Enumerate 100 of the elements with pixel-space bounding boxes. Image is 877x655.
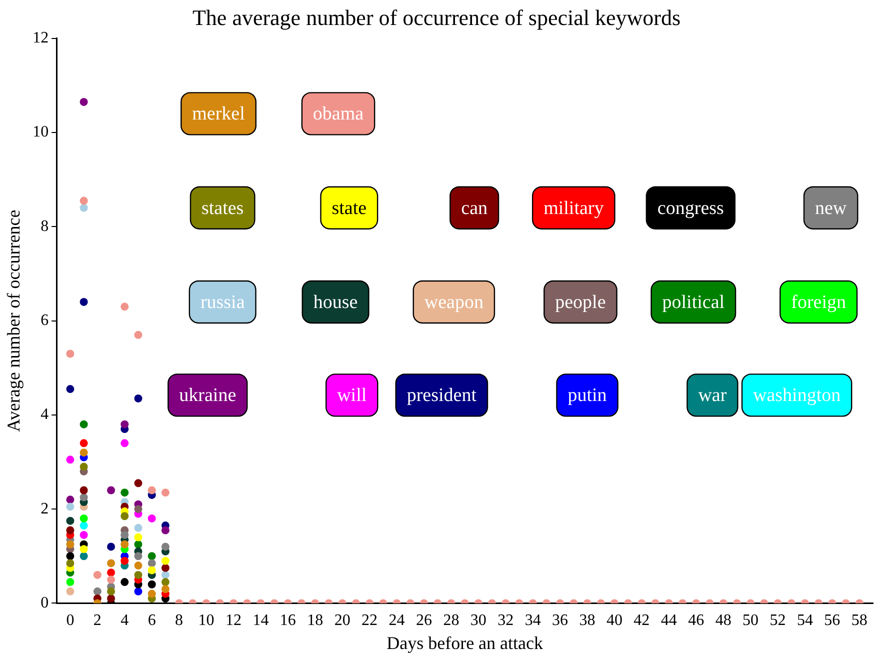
text: military: [544, 198, 604, 219]
point: [107, 559, 116, 568]
y-tick-label: 10: [32, 124, 49, 141]
x-tick-label: 56: [824, 612, 840, 630]
point: [148, 552, 156, 560]
point: [80, 448, 88, 457]
point: [66, 552, 74, 560]
text: people: [555, 292, 606, 313]
x-tick-label: 30: [470, 612, 486, 630]
point: [66, 559, 74, 568]
x-tick-label: 12: [225, 612, 242, 630]
point: [80, 486, 88, 494]
point: [134, 330, 142, 339]
point: [120, 302, 129, 311]
point: [80, 530, 88, 539]
x-tick-label: 20: [334, 612, 350, 630]
point: [66, 578, 74, 586]
y-tick-label: 8: [40, 218, 49, 235]
text: russia: [200, 292, 246, 313]
point: [80, 545, 88, 554]
point: [161, 488, 170, 497]
text: washington: [753, 385, 842, 406]
x-tick-label: 38: [579, 612, 596, 630]
point: [107, 568, 116, 577]
point: [120, 530, 129, 539]
text: can: [461, 198, 488, 219]
point: [134, 562, 142, 570]
x-tick-label: 42: [634, 612, 650, 630]
x-tick-label: 14: [252, 612, 269, 630]
x-tick-label: 2: [93, 612, 102, 630]
x-tick-label: 8: [175, 612, 184, 630]
x-tick-label: 10: [198, 612, 214, 630]
point: [161, 570, 170, 579]
point: [66, 587, 74, 596]
point: [66, 526, 74, 534]
x-tick-label: 32: [498, 612, 514, 630]
point: [120, 439, 129, 448]
x-tick-label: 16: [280, 612, 296, 630]
point: [107, 542, 116, 551]
text: political: [662, 292, 725, 313]
point: [148, 580, 156, 588]
point: [134, 587, 142, 596]
y-tick-label: 12: [32, 30, 49, 47]
point: [120, 556, 129, 565]
text: ukraine: [179, 385, 236, 406]
point: [80, 552, 88, 560]
point: [134, 505, 142, 514]
point: [93, 587, 102, 596]
point: [66, 350, 74, 358]
text: will: [337, 385, 367, 406]
y-axis-title: Average number of occurrence: [4, 210, 24, 432]
point: [120, 488, 129, 497]
point: [161, 542, 170, 551]
point: [80, 204, 88, 212]
point: [120, 578, 129, 586]
point: [120, 512, 129, 520]
point: [80, 522, 88, 530]
x-tick-label: 40: [606, 612, 622, 630]
x-tick-label: 0: [66, 612, 74, 630]
point: [134, 533, 142, 542]
text: congress: [657, 198, 724, 219]
point: [66, 385, 74, 394]
text: president: [406, 385, 478, 406]
x-tick-label: 26: [416, 612, 432, 630]
text: weapon: [424, 292, 484, 313]
point: [80, 420, 88, 428]
y-tick-label: 2: [40, 500, 49, 518]
x-tick-label: 58: [851, 612, 868, 630]
point: [66, 516, 74, 525]
point: [134, 524, 142, 532]
point: [134, 394, 142, 402]
x-tick-label: 36: [552, 612, 568, 630]
x-tick-label: 6: [148, 612, 156, 630]
point: [107, 594, 116, 602]
x-tick-label: 44: [660, 612, 677, 630]
point: [80, 514, 88, 522]
point: [161, 526, 170, 534]
y-tick-label: 4: [40, 406, 49, 424]
point: [161, 556, 170, 565]
point: [80, 439, 88, 448]
point: [161, 578, 170, 586]
text: state: [332, 198, 367, 219]
x-axis-title: Days before an attack: [386, 632, 544, 653]
point: [148, 486, 156, 494]
text: foreign: [791, 292, 846, 313]
y-tick-label: 6: [40, 312, 49, 330]
point: [66, 540, 74, 548]
point: [93, 570, 102, 579]
x-tick-label: 24: [388, 612, 405, 630]
point: [80, 196, 88, 205]
text: war: [698, 385, 728, 406]
point: [80, 98, 88, 106]
point: [134, 552, 142, 560]
text: new: [814, 198, 847, 219]
text: house: [313, 292, 358, 313]
y-tick-label: 0: [40, 594, 49, 612]
text: merkel: [192, 104, 245, 125]
x-tick-label: 54: [796, 612, 813, 630]
point: [66, 502, 74, 511]
point: [148, 566, 156, 574]
